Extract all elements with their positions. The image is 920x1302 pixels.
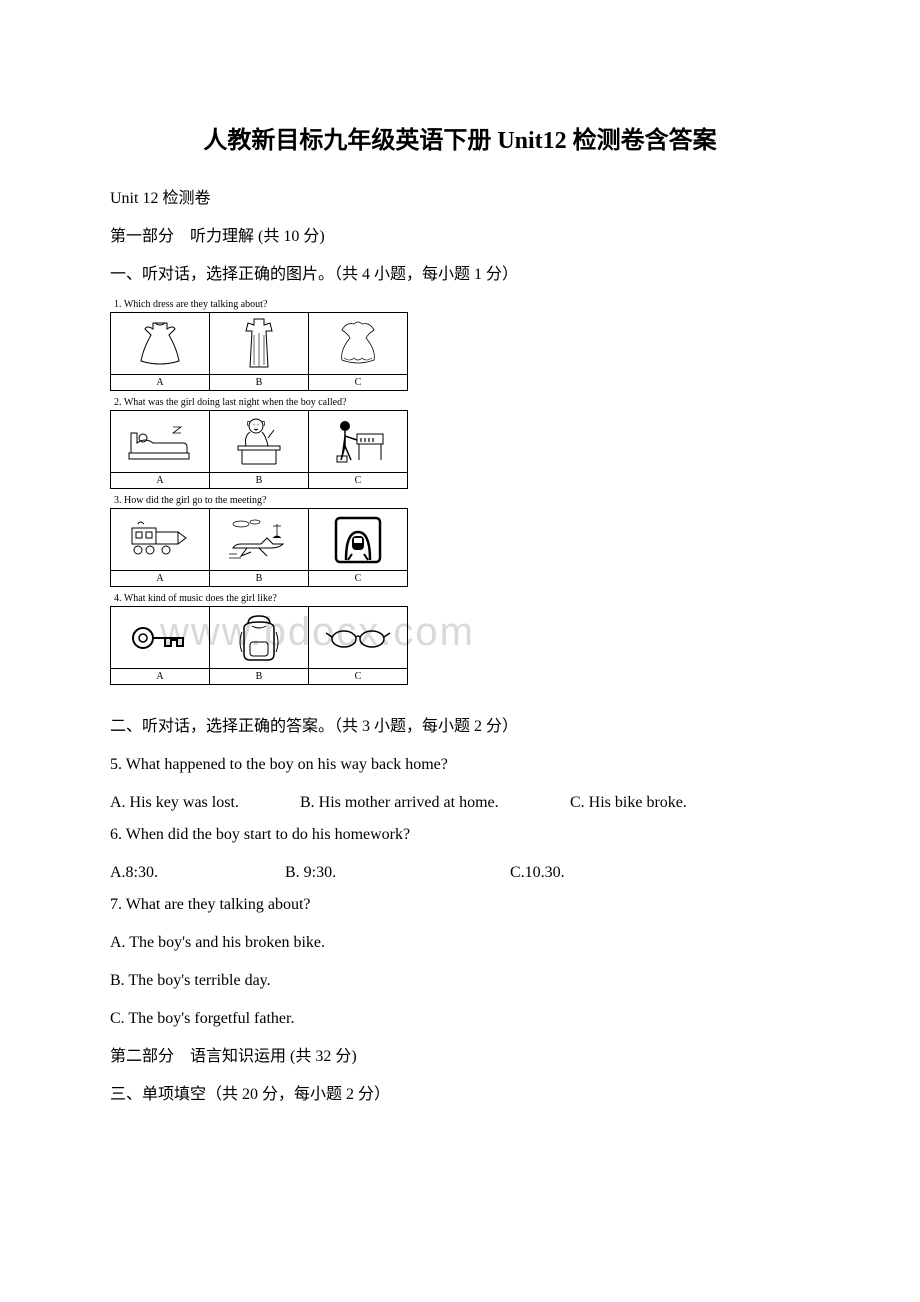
backpack-icon [210,607,308,668]
pic-question-2: 2. What was the girl doing last night wh… [110,395,810,489]
pic-cell [210,509,309,571]
option-label: C [309,571,408,587]
pic-table: A B C [110,312,408,391]
q5-option-a: A. His key was lost. [110,787,300,819]
q6-option-b: B. 9:30. [285,857,510,889]
pic-question-4: 4. What kind of music does the girl like… [110,591,810,685]
pic-cell [210,313,309,375]
pic-question-3-text: 3. How did the girl go to the meeting? [110,493,810,508]
q6-text: 6. When did the boy start to do his home… [110,819,810,851]
pic-cell [210,607,309,669]
pic-question-1-text: 1. Which dress are they talking about? [110,297,810,312]
option-label: C [309,375,408,391]
section1-heading: 一、听对话，选择正确的图片。（共 4 小题，每小题 1 分） [110,259,810,291]
pic-cell [309,607,408,669]
option-label: C [309,473,408,489]
sleeping-icon [111,411,209,472]
pic-cell [309,313,408,375]
q7-option-b: B. The boy's terrible day. [110,965,810,997]
option-label: B [210,473,309,489]
subway-icon [309,509,407,570]
page-title: 人教新目标九年级英语下册 Unit12 检测卷含答案 [110,120,810,155]
option-label: B [210,571,309,587]
airplane-icon [210,509,308,570]
dress-short-icon [111,313,209,374]
pic-question-2-text: 2. What was the girl doing last night wh… [110,395,810,410]
part1-heading: 第一部分 听力理解 (共 10 分) [110,221,810,253]
q5-option-c: C. His bike broke. [570,787,687,819]
pic-cell [111,509,210,571]
dress-ruffle-icon [309,313,407,374]
pic-cell [309,509,408,571]
option-label: A [111,473,210,489]
section3-heading: 三、单项填空（共 20 分，每小题 2 分） [110,1079,810,1111]
option-label: C [309,669,408,685]
train-icon [111,509,209,570]
q5-option-b: B. His mother arrived at home. [300,787,570,819]
pic-question-1: 1. Which dress are they talking about? [110,297,810,391]
girl-desk-icon [210,411,308,472]
part2-heading: 第二部分 语言知识运用 (共 32 分) [110,1041,810,1073]
q7-text: 7. What are they talking about? [110,889,810,921]
pic-question-4-text: 4. What kind of music does the girl like… [110,591,810,606]
option-label: A [111,669,210,685]
q7-option-a: A. The boy's and his broken bike. [110,927,810,959]
pic-table: A B C [110,508,408,587]
boy-piano-icon [309,411,407,472]
key-icon [111,607,209,668]
pic-cell [309,411,408,473]
dress-long-icon [210,313,308,374]
pic-cell [111,607,210,669]
pic-question-3: 3. How did the girl go to the meeting? [110,493,810,587]
pic-cell [111,411,210,473]
q7-option-c: C. The boy's forgetful father. [110,1003,810,1035]
pic-cell [210,411,309,473]
option-label: B [210,669,309,685]
section2-heading: 二、听对话，选择正确的答案。（共 3 小题，每小题 2 分） [110,711,810,743]
q6-option-a: A.8:30. [110,857,285,889]
pic-table: A B C [110,606,408,685]
subtitle: Unit 12 检测卷 [110,183,810,215]
q5-text: 5. What happened to the boy on his way b… [110,749,810,781]
pic-table: A B C [110,410,408,489]
q6-option-c: C.10.30. [510,857,565,889]
pic-cell [111,313,210,375]
option-label: A [111,571,210,587]
option-label: A [111,375,210,391]
option-label: B [210,375,309,391]
glasses-icon [309,607,407,668]
